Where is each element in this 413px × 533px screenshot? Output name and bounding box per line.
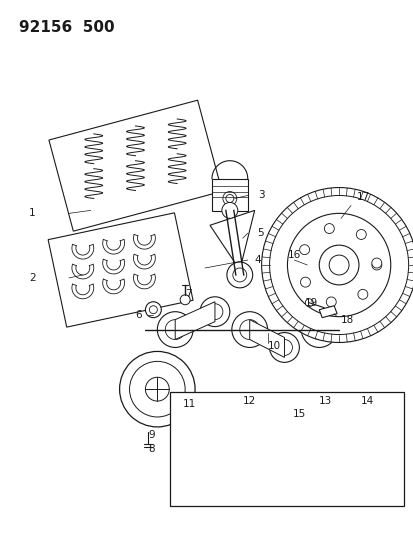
Text: 12: 12 <box>242 396 255 406</box>
Circle shape <box>371 258 381 268</box>
Text: 16: 16 <box>287 250 300 260</box>
Circle shape <box>221 203 237 219</box>
Polygon shape <box>211 179 247 212</box>
Polygon shape <box>175 302 214 340</box>
Circle shape <box>232 268 246 282</box>
Circle shape <box>157 312 192 348</box>
Polygon shape <box>249 320 284 358</box>
Text: 1: 1 <box>29 208 36 219</box>
Text: 14: 14 <box>360 396 373 406</box>
Polygon shape <box>49 100 221 231</box>
Circle shape <box>344 437 368 461</box>
Circle shape <box>305 299 313 306</box>
Text: 92156  500: 92156 500 <box>19 20 115 35</box>
Circle shape <box>318 245 358 285</box>
Text: 2: 2 <box>29 273 36 283</box>
Text: 11: 11 <box>183 399 196 409</box>
Circle shape <box>119 351 195 427</box>
Circle shape <box>328 421 384 477</box>
Circle shape <box>165 320 185 340</box>
Circle shape <box>269 196 408 335</box>
Text: 17: 17 <box>356 192 369 203</box>
Circle shape <box>206 304 222 320</box>
Circle shape <box>300 277 310 287</box>
Circle shape <box>301 312 336 348</box>
Circle shape <box>328 255 348 275</box>
Circle shape <box>269 333 299 362</box>
Circle shape <box>371 260 381 270</box>
Circle shape <box>316 444 326 454</box>
Text: 13: 13 <box>318 396 332 406</box>
Circle shape <box>276 340 292 356</box>
Circle shape <box>180 295 190 305</box>
Circle shape <box>226 262 252 288</box>
Circle shape <box>324 223 333 233</box>
Circle shape <box>357 289 367 300</box>
Text: 9: 9 <box>148 430 154 440</box>
Circle shape <box>199 297 229 327</box>
Circle shape <box>222 191 236 205</box>
Text: 19: 19 <box>304 298 317 308</box>
Polygon shape <box>48 213 192 327</box>
Polygon shape <box>209 211 254 270</box>
Circle shape <box>239 320 259 340</box>
Text: 7: 7 <box>185 289 191 299</box>
Text: 15: 15 <box>292 409 305 419</box>
Circle shape <box>325 297 335 307</box>
Circle shape <box>149 306 157 314</box>
Circle shape <box>145 377 169 401</box>
Circle shape <box>231 441 247 457</box>
Circle shape <box>299 245 309 255</box>
Text: 5: 5 <box>257 228 263 238</box>
Circle shape <box>356 230 366 239</box>
Circle shape <box>287 213 390 317</box>
Text: 6: 6 <box>135 310 142 320</box>
Text: 4: 4 <box>254 255 261 265</box>
Circle shape <box>225 195 233 203</box>
Circle shape <box>261 188 413 343</box>
Text: 8: 8 <box>148 444 154 454</box>
Bar <box>170 392 403 506</box>
Text: 3: 3 <box>257 190 263 200</box>
Circle shape <box>231 312 267 348</box>
Text: 10: 10 <box>267 342 280 351</box>
Polygon shape <box>318 306 336 318</box>
Circle shape <box>309 320 328 340</box>
Circle shape <box>195 404 284 494</box>
Circle shape <box>145 302 161 318</box>
Circle shape <box>315 407 398 490</box>
Circle shape <box>129 361 185 417</box>
Text: 18: 18 <box>340 314 354 325</box>
